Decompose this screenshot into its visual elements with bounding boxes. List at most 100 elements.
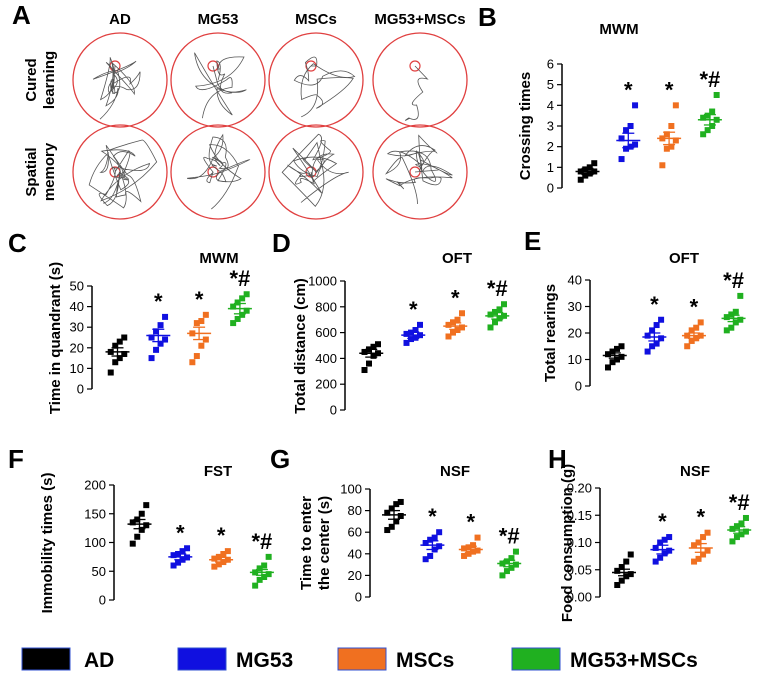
series-ad	[602, 343, 627, 371]
data-point	[436, 529, 443, 536]
significance-mark: *	[697, 505, 706, 530]
data-point	[107, 369, 114, 376]
data-point	[627, 143, 634, 150]
series-ad	[105, 334, 130, 376]
y-tick-label: 20	[70, 340, 84, 355]
data-point	[618, 135, 625, 142]
data-point	[121, 334, 128, 341]
data-point	[230, 320, 237, 327]
panel-letter-h: H	[548, 444, 567, 474]
y-tick-label: 200	[315, 377, 337, 392]
data-point	[403, 339, 410, 346]
data-point	[508, 555, 515, 562]
data-point	[582, 172, 589, 179]
data-point	[728, 311, 735, 318]
data-point	[461, 552, 468, 559]
series-mscs: *	[681, 294, 706, 350]
y-tick-label: 40	[348, 546, 362, 561]
data-point	[729, 525, 736, 532]
panel-letter-c: C	[8, 228, 27, 258]
panel-letter-e: E	[524, 226, 541, 256]
significance-mark: *	[658, 509, 667, 534]
data-point	[623, 145, 630, 152]
data-point	[700, 131, 707, 138]
y-tick-label: 50	[70, 279, 84, 294]
data-point	[256, 565, 263, 572]
data-point	[143, 502, 150, 509]
data-point	[733, 534, 740, 541]
maze-0-3	[372, 32, 468, 128]
data-point	[623, 127, 630, 134]
data-point	[193, 320, 200, 327]
significance-mark: *	[650, 292, 659, 317]
data-point	[116, 355, 123, 362]
data-point	[586, 170, 593, 177]
series-ad	[612, 551, 636, 589]
data-point	[138, 526, 145, 533]
data-point	[393, 501, 400, 508]
y-tick-label: 0.10	[567, 535, 592, 550]
y-axis-label: Total rearings	[542, 284, 559, 382]
significance-mark: *	[195, 287, 204, 312]
pool-circle	[372, 124, 468, 220]
data-point	[129, 519, 136, 526]
series-mg53: *	[401, 297, 426, 346]
significance-mark: *	[217, 523, 226, 548]
data-point	[436, 543, 443, 550]
swim-track	[187, 133, 251, 210]
data-point	[609, 359, 616, 366]
data-point	[412, 327, 419, 334]
data-point	[618, 156, 625, 163]
chart-title: MWM	[199, 250, 238, 267]
data-point	[653, 322, 660, 329]
swim-track	[404, 65, 429, 121]
data-point	[384, 527, 391, 534]
pool-circle	[268, 124, 364, 220]
series-mg53: *	[650, 509, 675, 565]
data-point	[388, 523, 395, 530]
y-tick-label: 1000	[308, 274, 337, 289]
y-axis-label: Time in quandrant (s)	[47, 262, 64, 414]
data-point	[618, 343, 625, 350]
data-point	[422, 540, 429, 546]
data-point	[609, 348, 616, 355]
y-tick-label: 200	[84, 478, 106, 493]
significance-mark: *	[451, 285, 460, 310]
y-tick-label: 100	[340, 482, 362, 497]
data-point	[700, 551, 707, 558]
data-point	[370, 352, 377, 359]
y-tick-label: 0	[355, 590, 362, 605]
maze-1-1	[170, 124, 266, 220]
significance-mark: *#	[723, 268, 744, 293]
panel-letter-b: B	[478, 2, 497, 32]
data-point	[618, 577, 625, 584]
pool-circle	[170, 32, 266, 128]
chart-title: NSF	[680, 463, 710, 480]
series-mg53-mscs: *#	[721, 268, 746, 334]
y-tick-label: 150	[84, 506, 106, 521]
data-point	[397, 513, 404, 519]
data-point	[738, 520, 745, 527]
y-tick-label: 800	[315, 299, 337, 314]
series-mg53-mscs: *#	[497, 524, 522, 579]
y-tick-label: 30	[568, 299, 582, 314]
data-point	[459, 324, 465, 331]
data-point	[614, 582, 621, 589]
data-point	[487, 324, 494, 331]
data-point	[361, 348, 368, 355]
y-tick-label: 10	[70, 361, 84, 376]
data-point	[605, 351, 611, 358]
data-point	[693, 324, 700, 331]
data-point	[211, 563, 218, 570]
data-point	[162, 336, 169, 343]
series-mg53: *	[168, 520, 193, 569]
platform-circle	[409, 60, 421, 72]
data-point	[261, 574, 268, 580]
swim-track	[384, 134, 454, 205]
data-point	[422, 556, 429, 563]
data-point	[417, 321, 423, 328]
data-point	[375, 341, 381, 348]
series-mscs: *	[443, 285, 468, 340]
data-point	[134, 533, 141, 540]
data-point	[657, 554, 664, 561]
